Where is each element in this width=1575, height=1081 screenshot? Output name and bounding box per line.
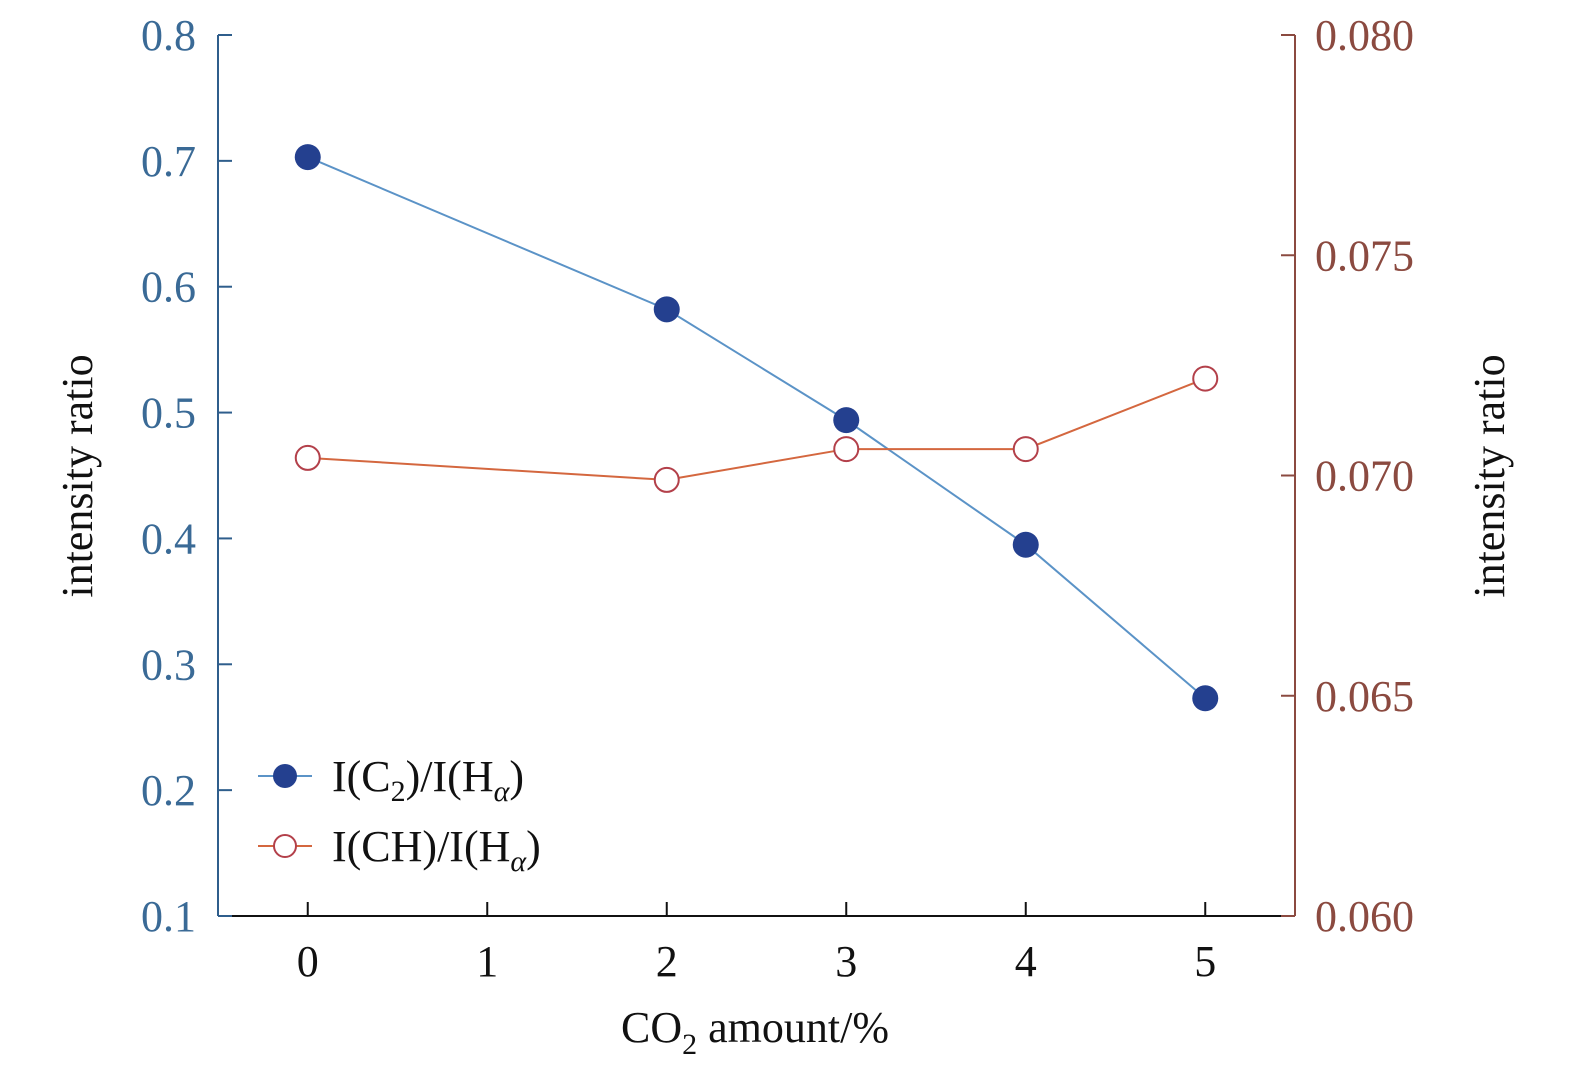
series-1-point — [1192, 685, 1219, 712]
right-axis-ticks: 0.060 0.065 0.070 0.075 0.080 — [1281, 11, 1414, 941]
y-right-tick-label: 0.060 — [1315, 892, 1414, 941]
left-axis-ticks: 0.1 0.2 0.3 0.4 0.5 0.6 0.7 0.8 — [141, 11, 232, 941]
legend: I(C2)/I(Hα) I(CH)/I(Hα) — [258, 752, 541, 878]
y-right-tick-label: 0.075 — [1315, 231, 1414, 280]
y-left-tick-label: 0.2 — [141, 766, 196, 815]
legend-item-ch: I(CH)/I(Hα) — [258, 822, 541, 878]
series-2-point — [1192, 365, 1219, 392]
series-1-point — [653, 296, 680, 323]
series-2-line — [307, 377, 1206, 481]
x-axis-ticks: 0 1 2 3 4 5 — [297, 902, 1216, 986]
y-right-tick-label: 0.065 — [1315, 672, 1414, 721]
series-layer — [294, 144, 1219, 712]
x-tick-label: 0 — [297, 937, 319, 986]
series-1-point — [1012, 531, 1039, 558]
series-1-point — [833, 407, 860, 434]
y-left-tick-label: 0.5 — [141, 389, 196, 438]
legend-marker-ch — [273, 834, 297, 858]
x-tick-label: 3 — [835, 937, 857, 986]
series-1 — [294, 144, 1219, 712]
y-left-tick-label: 0.1 — [141, 892, 196, 941]
x-tick-label: 5 — [1194, 937, 1216, 986]
y-left-tick-label: 0.3 — [141, 640, 196, 689]
y-right-tick-label: 0.070 — [1315, 452, 1414, 501]
y-left-tick-label: 0.7 — [141, 137, 196, 186]
series-1-line — [307, 156, 1206, 700]
series-1-point — [294, 144, 321, 171]
x-axis-title: CO2 amount/% — [621, 1003, 889, 1061]
y-left-tick-label: 0.6 — [141, 263, 196, 312]
y-right-axis-title: intensity ratio — [1465, 354, 1514, 597]
legend-item-c2: I(C2)/I(Hα) — [258, 752, 524, 808]
legend-label-c2: I(C2)/I(Hα) — [332, 752, 524, 808]
y-left-axis-title: intensity ratio — [53, 354, 102, 597]
x-tick-label: 2 — [656, 937, 678, 986]
series-2-point — [1012, 436, 1039, 463]
y-left-tick-label: 0.4 — [141, 514, 196, 563]
y-right-tick-label: 0.080 — [1315, 11, 1414, 60]
series-2-point — [833, 436, 860, 463]
legend-label-ch: I(CH)/I(Hα) — [332, 822, 541, 878]
series-2-point — [653, 466, 680, 493]
x-tick-label: 4 — [1015, 937, 1037, 986]
series-2 — [294, 365, 1219, 493]
y-left-tick-label: 0.8 — [141, 11, 196, 60]
legend-marker-c2 — [273, 764, 297, 788]
x-tick-label: 1 — [476, 937, 498, 986]
series-2-point — [294, 444, 321, 471]
